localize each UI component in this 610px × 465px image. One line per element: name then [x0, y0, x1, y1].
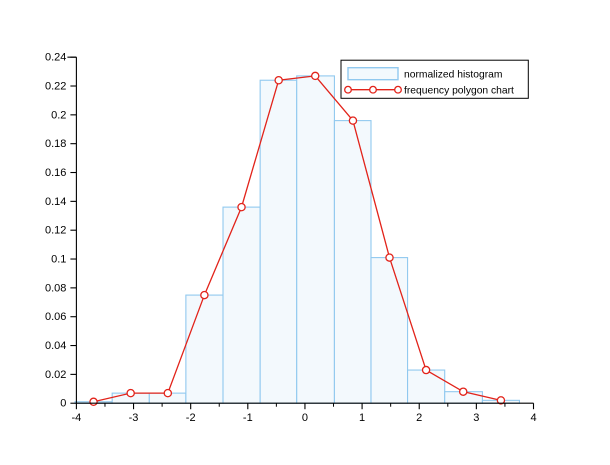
svg-text:0.02: 0.02 [45, 369, 66, 381]
svg-text:1: 1 [359, 412, 365, 424]
svg-text:4: 4 [530, 412, 536, 424]
svg-text:0.06: 0.06 [45, 311, 66, 323]
svg-text:0.14: 0.14 [45, 196, 66, 208]
svg-text:-4: -4 [72, 412, 82, 424]
svg-text:0.08: 0.08 [45, 282, 66, 294]
svg-text:0.24: 0.24 [45, 52, 66, 64]
svg-text:3: 3 [473, 412, 479, 424]
svg-text:2: 2 [416, 412, 422, 424]
svg-text:normalized histogram: normalized histogram [404, 69, 502, 80]
svg-text:-3: -3 [129, 412, 139, 424]
svg-text:0: 0 [60, 398, 66, 410]
svg-text:0.12: 0.12 [45, 225, 66, 237]
svg-text:0.16: 0.16 [45, 167, 66, 179]
svg-text:0.2: 0.2 [51, 109, 66, 121]
svg-text:0.22: 0.22 [45, 81, 66, 93]
svg-text:0.04: 0.04 [45, 340, 66, 352]
svg-text:0: 0 [302, 412, 308, 424]
svg-text:frequency polygon chart: frequency polygon chart [404, 85, 514, 96]
svg-text:0.18: 0.18 [45, 138, 66, 150]
svg-text:-1: -1 [243, 412, 253, 424]
svg-text:0.1: 0.1 [51, 254, 66, 266]
svg-text:-2: -2 [186, 412, 196, 424]
